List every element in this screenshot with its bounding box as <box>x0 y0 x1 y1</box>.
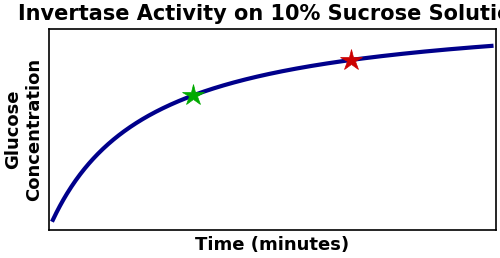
X-axis label: Time (minutes): Time (minutes) <box>195 236 349 254</box>
Title: Invertase Activity on 10% Sucrose Solution: Invertase Activity on 10% Sucrose Soluti… <box>18 4 500 24</box>
Y-axis label: Glucose
Concentration: Glucose Concentration <box>4 58 43 201</box>
